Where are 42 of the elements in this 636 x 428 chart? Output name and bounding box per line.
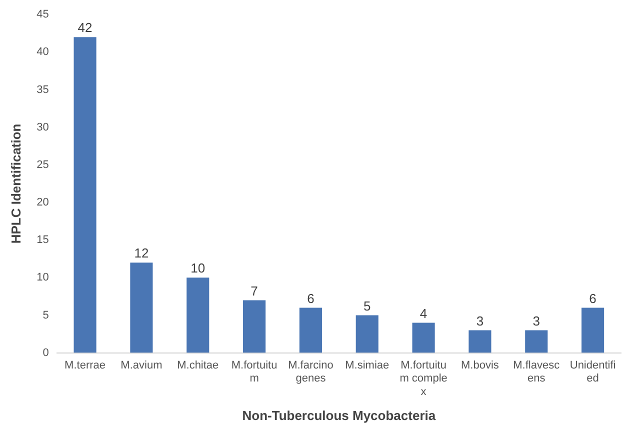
y-tick-label: 40 [36, 46, 49, 58]
x-tick-label: M.bovis [461, 359, 500, 372]
x-tick-label: M.farcinogenes [288, 359, 334, 385]
bar [299, 308, 322, 353]
bar [468, 330, 492, 353]
bar [130, 262, 153, 353]
data-label: 6 [589, 290, 596, 306]
bar [525, 330, 548, 353]
x-tick-label: M.avium [120, 359, 162, 372]
x-tick-label: M.simiae [345, 359, 390, 372]
bar [243, 300, 266, 353]
bar [356, 315, 378, 353]
data-label: 4 [420, 306, 428, 321]
data-label: 3 [476, 313, 484, 328]
bar [582, 308, 604, 353]
data-label: 42 [78, 20, 92, 36]
y-axis-title: HPLC Identification [8, 124, 24, 244]
y-tick-label: 5 [42, 309, 49, 322]
y-tick-label: 20 [36, 196, 49, 209]
y-tick-label: 0 [42, 346, 49, 359]
bar [186, 278, 210, 353]
x-tick-label: M.fortuitum [231, 359, 278, 385]
y-tick-label: 30 [36, 121, 49, 134]
data-label: 12 [134, 246, 149, 261]
x-axis-title: Non-Tuberculous Mycobacteria [242, 408, 436, 423]
bar [74, 37, 96, 353]
data-label: 7 [250, 283, 258, 298]
x-tick-label: Unidentified [570, 359, 616, 385]
y-tick-label: 10 [36, 272, 49, 284]
x-tick-label: M.fortuitum complex [400, 359, 448, 398]
data-label: 5 [364, 298, 371, 314]
y-tick-label: 35 [36, 84, 49, 96]
x-tick-label: M.terrae [64, 359, 106, 372]
bar [412, 322, 435, 353]
data-label: 10 [190, 260, 206, 276]
data-label: 3 [532, 313, 540, 328]
y-tick-label: 45 [36, 8, 49, 21]
data-label: 6 [307, 290, 314, 306]
y-tick-label: 25 [36, 158, 49, 171]
y-tick-label: 15 [36, 234, 49, 246]
x-tick-label: M.flavescens [513, 359, 560, 385]
x-tick-label: M.chitae [177, 359, 219, 372]
